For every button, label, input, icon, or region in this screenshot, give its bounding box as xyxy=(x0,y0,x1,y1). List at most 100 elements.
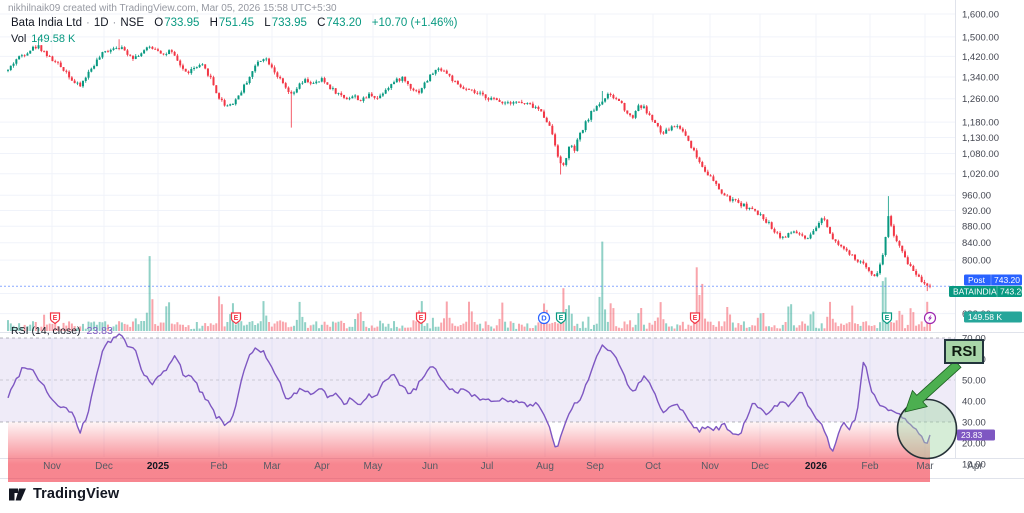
symbol-price-badge: BATAINDIA 743.20 xyxy=(949,286,1024,297)
time-tick-label: May xyxy=(364,461,383,472)
tradingview-logo-icon xyxy=(9,488,26,500)
symbol-title[interactable]: Bata India Ltd xyxy=(11,17,82,29)
candlesticks[interactable] xyxy=(7,37,931,292)
gridlines xyxy=(0,13,955,457)
rsi-tick-label: 50.00 xyxy=(962,375,986,386)
time-tick-label: 2026 xyxy=(805,461,828,472)
marker-earnings[interactable]: E xyxy=(689,312,701,325)
time-tick-label: Nov xyxy=(701,461,719,472)
time-tick-label: Mar xyxy=(263,461,281,472)
exchange-label[interactable]: NSE xyxy=(120,17,145,29)
time-tick-label: Nov xyxy=(43,461,61,472)
svg-text:E: E xyxy=(234,315,239,322)
time-axis[interactable]: Nov Dec 2025 Feb Mar Apr May Jun Jul Aug Sep Oct Nov… xyxy=(43,461,983,472)
rsi-annotation-label[interactable]: RSI xyxy=(944,339,984,364)
price-tick-label: 1,130.00 xyxy=(962,133,999,144)
price-tick-label: 840.00 xyxy=(962,238,991,249)
rsi-params: (14, close) xyxy=(31,325,81,337)
rsi-pane-header[interactable]: RSI (14, close) 23.83 xyxy=(11,325,113,337)
rsi-band xyxy=(0,338,955,422)
marker-event[interactable] xyxy=(923,311,937,325)
svg-text:BATAINDIA: BATAINDIA xyxy=(953,287,997,297)
marker-earnings[interactable]: E xyxy=(49,312,61,325)
svg-text:149.58 K: 149.58 K xyxy=(968,312,1002,322)
time-tick-label: Aug xyxy=(536,461,554,472)
time-tick-label: Apr xyxy=(967,461,983,472)
timeframe-label[interactable]: 1D xyxy=(93,17,109,29)
rsi-value-badge: 23.83 xyxy=(957,429,995,441)
marker-dividend[interactable]: D xyxy=(537,311,551,325)
price-tick-label: 960.00 xyxy=(962,191,991,202)
time-tick-label: Dec xyxy=(751,461,769,472)
price-tick-label: 1,500.00 xyxy=(962,32,999,43)
time-tick-label: Jul xyxy=(481,461,494,472)
time-tick-label: Mar xyxy=(916,461,934,472)
volume-badge: 149.58 K xyxy=(964,311,1022,323)
rsi-tick-label: 40.00 xyxy=(962,396,986,407)
ohlc-open-label: O xyxy=(154,17,164,29)
svg-text:23.83: 23.83 xyxy=(961,430,983,440)
marker-earnings[interactable]: E xyxy=(415,312,427,325)
marker-earnings[interactable]: E xyxy=(230,312,242,325)
price-tick-label: 920.00 xyxy=(962,206,991,217)
marker-earnings[interactable]: E xyxy=(555,312,567,325)
ohlc-low-label: L xyxy=(264,17,271,29)
change-value: +10.70 (+1.46%) xyxy=(371,17,458,29)
price-tick-label: 1,600.00 xyxy=(962,9,999,20)
tradingview-logo-text: TradingView xyxy=(33,486,120,502)
volume-legend: Vol 149.58 K xyxy=(11,33,75,45)
rsi-tick-label: 70.00 xyxy=(962,333,986,344)
ohlc-close-value: 743.20 xyxy=(326,17,362,29)
volume-label: Vol xyxy=(11,33,27,45)
svg-text:E: E xyxy=(53,315,58,322)
svg-text:E: E xyxy=(419,315,424,322)
time-tick-label: Feb xyxy=(210,461,228,472)
time-tick-label: Apr xyxy=(314,461,330,472)
time-tick-label: Sep xyxy=(586,461,604,472)
legend-separator: · xyxy=(85,17,90,29)
svg-text:743.20: 743.20 xyxy=(994,275,1020,285)
rsi-oversold-fill xyxy=(8,422,930,482)
symbol-legend: Bata India Ltd · 1D · NSE O733.95 H751.45 L7… xyxy=(11,17,457,29)
svg-text:D: D xyxy=(541,314,547,323)
ohlc-high-value: 751.45 xyxy=(218,17,255,29)
tradingview-logo[interactable]: TradingView xyxy=(9,486,119,502)
watermark: nikhilnaik09 created with TradingView.co… xyxy=(8,3,337,14)
svg-text:E: E xyxy=(693,315,698,322)
price-tick-label: 1,020.00 xyxy=(962,169,999,180)
price-tick-label: 1,340.00 xyxy=(962,72,999,83)
time-tick-label: Jun xyxy=(422,461,438,472)
price-tick-label: 880.00 xyxy=(962,222,991,233)
rsi-line xyxy=(7,333,931,452)
svg-text:743.20: 743.20 xyxy=(1000,287,1024,297)
time-tick-label: Oct xyxy=(645,461,661,472)
price-tick-label: 1,180.00 xyxy=(962,118,999,129)
price-tick-label: 1,260.00 xyxy=(962,94,999,105)
rsi-annotation-arrow[interactable] xyxy=(904,360,962,413)
volume-value: 149.58 K xyxy=(31,33,76,45)
legend-separator: · xyxy=(112,17,117,29)
marker-earnings[interactable]: E xyxy=(881,312,893,325)
ohlc-close-label: C xyxy=(317,17,326,29)
time-tick-label: Feb xyxy=(861,461,879,472)
rsi-tick-label: 10.00 xyxy=(962,459,986,470)
rsi-value: 23.83 xyxy=(86,325,113,337)
time-tick-label: 2025 xyxy=(147,461,170,472)
price-tick-label: 800.00 xyxy=(962,256,991,267)
post-price-badge: Post 743.20 xyxy=(964,274,1022,286)
price-tick-label: 1,420.00 xyxy=(962,52,999,63)
price-tick-label: 1,080.00 xyxy=(962,149,999,160)
time-tick-label: Dec xyxy=(95,461,113,472)
svg-text:E: E xyxy=(559,315,564,322)
ohlc-high-label: H xyxy=(209,17,218,29)
rsi-tick-label: 30.00 xyxy=(962,417,986,428)
ohlc-open-value: 733.95 xyxy=(164,17,200,29)
price-axis[interactable]: 1,600.00 1,500.00 1,420.00 1,340.00 1,260.00… xyxy=(962,9,999,320)
ohlc-low-value: 733.95 xyxy=(271,17,307,29)
rsi-tick-label: 20.00 xyxy=(962,438,986,449)
rsi-title: RSI xyxy=(11,325,29,337)
rsi-annotation-circle[interactable] xyxy=(896,398,958,460)
